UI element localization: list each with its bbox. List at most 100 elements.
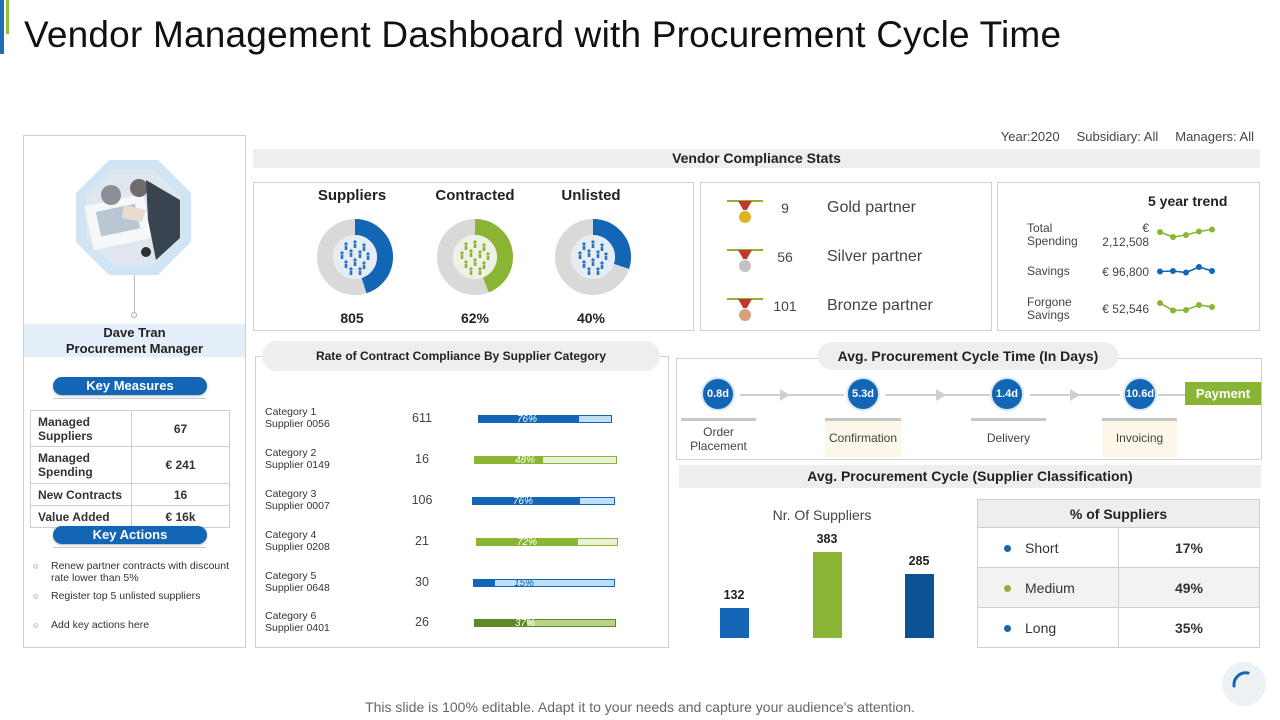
person-icon (582, 264, 586, 268)
sparkline-point (1196, 301, 1202, 308)
gold-medal-icon (727, 199, 763, 224)
trend-value: € 2,12,508 (1102, 220, 1149, 249)
partner-count: 56 (777, 248, 793, 265)
bar-value-label: 285 (908, 554, 930, 568)
stage-label: Delivery (986, 431, 1031, 445)
dot-icon (1004, 624, 1011, 632)
table-row: Managed Suppliers 67 (30, 410, 230, 447)
person-icon (349, 253, 353, 257)
compliance-bar-fill (475, 457, 543, 463)
managers-filter[interactable]: Managers: All (1175, 129, 1254, 144)
bar-short (720, 608, 749, 638)
person-icon (600, 265, 604, 269)
classification-label: Medium (1025, 579, 1075, 596)
bar-value-label: 132 (723, 588, 745, 602)
person-icon (486, 256, 490, 260)
sparkline-point (1183, 269, 1189, 275)
key-measures-underline (53, 398, 206, 399)
category-name: Category 5 (265, 570, 317, 582)
key-actions-pill: Key Actions (53, 526, 207, 544)
person-icon (478, 250, 482, 254)
supplier-name: Supplier 0208 (265, 541, 330, 553)
filters-bar: Year:2020 Subsidiary: All Managers: All (1001, 129, 1254, 144)
stage-divider (825, 418, 901, 421)
person-icon (460, 255, 464, 259)
person-icon (482, 265, 486, 269)
table-row: Managed Spending € 241 (30, 446, 230, 484)
donut-label-unlisted: Unlisted (561, 187, 621, 204)
person-icon (582, 260, 586, 264)
list-item: ○ Renew partner contracts with discount r… (33, 560, 233, 584)
compliance-bar: 15% (473, 578, 615, 589)
person-icon (478, 254, 482, 258)
action-text: Register top 5 unlisted suppliers (51, 590, 201, 602)
person-icon (353, 262, 357, 266)
person-icon (600, 243, 604, 247)
trend-label: Total Spending (1027, 220, 1078, 248)
list-item: ○ Register top 5 unlisted suppliers (33, 590, 233, 602)
profile-name: Dave Tran (103, 325, 166, 340)
bar-value-label: 383 (816, 532, 838, 546)
person-icon (349, 267, 353, 271)
arrow-right-icon (1070, 389, 1080, 401)
list-item: Forgone Savings € 52,546 (1027, 290, 1257, 327)
stage-value-delivery: 1.4d (990, 377, 1024, 411)
table-row: Short 17% (977, 527, 1260, 568)
sparkline-point (1183, 306, 1189, 313)
person-icon (349, 271, 353, 275)
person-icon (464, 242, 468, 246)
table-header-row: % of Suppliers (977, 499, 1260, 528)
person-icon (473, 244, 477, 248)
category-count: 16 (415, 452, 429, 466)
partner-panel (700, 182, 992, 331)
cycle-time-header: Avg. Procurement Cycle Time (In Days) (818, 342, 1118, 370)
people-icon (453, 235, 497, 279)
list-item: Savings € 96,800 (1027, 253, 1257, 290)
person-icon (469, 253, 473, 257)
classification-label: Long (1025, 619, 1057, 636)
measure-label: New Contracts (30, 483, 132, 506)
list-item: Total Spending € 2,12,508 (1027, 216, 1257, 253)
person-icon (469, 267, 473, 271)
avatar (76, 160, 191, 275)
person-icon (353, 258, 357, 262)
category-count: 21 (415, 534, 429, 548)
measure-value: 16 (131, 483, 230, 506)
footer-note: This slide is 100% editable. Adapt it to… (365, 699, 915, 715)
person-icon (358, 267, 362, 271)
cycle-arrows (740, 389, 1185, 401)
trend-label: Forgone Savings (1027, 294, 1072, 322)
dot-icon (1004, 584, 1011, 592)
next-slide-button[interactable] (1222, 662, 1266, 706)
donut-chart-contracted (437, 219, 513, 295)
list-item: 9 Gold partner (725, 183, 985, 232)
dot-icon (1004, 544, 1011, 552)
person-icon (578, 251, 582, 255)
key-measures-table: Managed Suppliers 67 Managed Spending € … (30, 410, 230, 528)
subsidiary-filter[interactable]: Subsidiary: All (1076, 129, 1159, 144)
category-label: Category 4 Supplier 0208 (265, 529, 330, 553)
profile-role: Procurement Manager (65, 341, 204, 356)
row-label: Medium (977, 567, 1119, 608)
compliance-percent: 15% (514, 578, 535, 589)
year-filter[interactable]: Year:2020 (1000, 129, 1060, 144)
person-icon (596, 254, 600, 258)
sparkline-point (1170, 267, 1176, 274)
category-label: Category 2 Supplier 0149 (265, 447, 330, 471)
person-icon (591, 244, 595, 248)
row-value: 17% (1118, 527, 1260, 568)
row-label: Short (977, 527, 1119, 568)
sparkline-point (1157, 228, 1163, 235)
person-icon (464, 246, 468, 250)
donut-value-contracted: 62% (460, 310, 490, 326)
person-icon (587, 271, 591, 275)
compliance-bar: 72% (476, 537, 618, 548)
category-count: 106 (411, 493, 433, 507)
trend-value: € 96,800 (1102, 264, 1149, 279)
donut-chart-suppliers (317, 219, 393, 295)
row-value: 35% (1118, 607, 1260, 648)
stage-label: Invoicing (1102, 421, 1177, 457)
stage-divider (1102, 418, 1177, 421)
people-icon-group (578, 240, 608, 275)
person-icon (604, 252, 608, 256)
